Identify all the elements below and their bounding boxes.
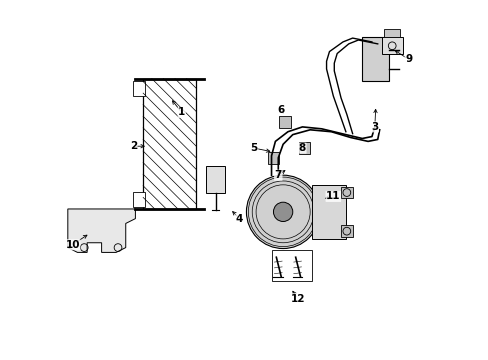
Bar (298, 142, 309, 154)
Text: 2: 2 (130, 141, 137, 151)
Text: 1: 1 (178, 107, 185, 117)
Text: 8: 8 (298, 143, 305, 153)
Bar (267, 152, 279, 163)
Bar (362, 37, 388, 81)
Bar (271, 251, 311, 282)
Bar (340, 187, 352, 198)
Circle shape (273, 202, 292, 221)
Text: 10: 10 (65, 240, 80, 250)
Text: 7: 7 (274, 170, 282, 180)
Bar (133, 192, 145, 207)
Bar (384, 30, 399, 37)
Text: 3: 3 (370, 122, 378, 132)
Bar (340, 225, 352, 237)
Circle shape (246, 175, 319, 248)
Bar (143, 78, 196, 209)
Bar (205, 166, 225, 193)
Text: 9: 9 (404, 54, 411, 64)
Text: 5: 5 (250, 143, 257, 153)
Text: 12: 12 (290, 294, 304, 304)
Bar (279, 116, 290, 128)
Text: 11: 11 (325, 192, 340, 201)
Polygon shape (311, 185, 345, 239)
Bar (381, 37, 402, 54)
Polygon shape (68, 209, 135, 252)
Text: 6: 6 (277, 104, 284, 114)
Text: 4: 4 (236, 213, 243, 224)
Bar (133, 81, 145, 96)
